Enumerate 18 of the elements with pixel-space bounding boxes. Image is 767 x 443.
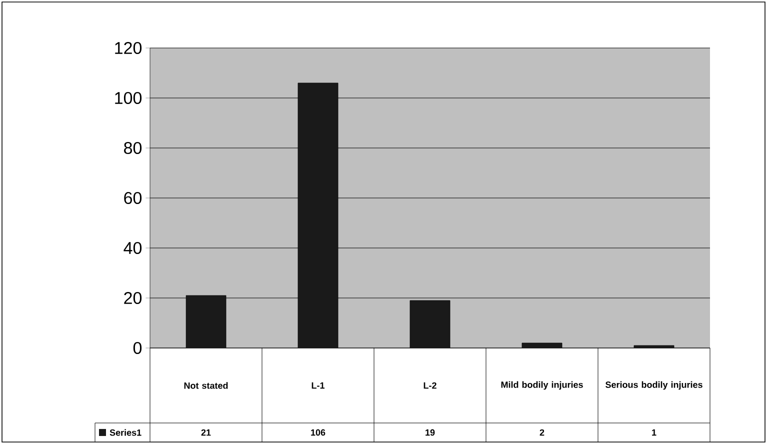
data-label: 21 — [201, 429, 211, 436]
x-tick-label: Serious bodily injuries — [606, 381, 702, 390]
x-tick-label: Not stated — [184, 382, 228, 389]
data-label: 106 — [311, 429, 326, 436]
y-tick-label: 40 — [124, 242, 142, 254]
y-tick-label: 120 — [115, 42, 142, 54]
legend-label: Series1 — [110, 429, 142, 436]
y-tick-label: 60 — [124, 192, 142, 204]
x-tick-label: Mild bodily injuries — [501, 381, 583, 390]
data-label: 2 — [540, 429, 544, 436]
data-label: 19 — [426, 429, 435, 436]
y-tick-label: 20 — [124, 292, 142, 304]
y-tick-label: 80 — [124, 142, 142, 154]
y-tick-label: 100 — [115, 92, 142, 104]
y-tick-label: 0 — [133, 342, 142, 354]
data-label: 1 — [652, 429, 656, 436]
x-tick-label: L-2 — [424, 382, 436, 389]
x-tick-label: L-1 — [312, 382, 325, 389]
